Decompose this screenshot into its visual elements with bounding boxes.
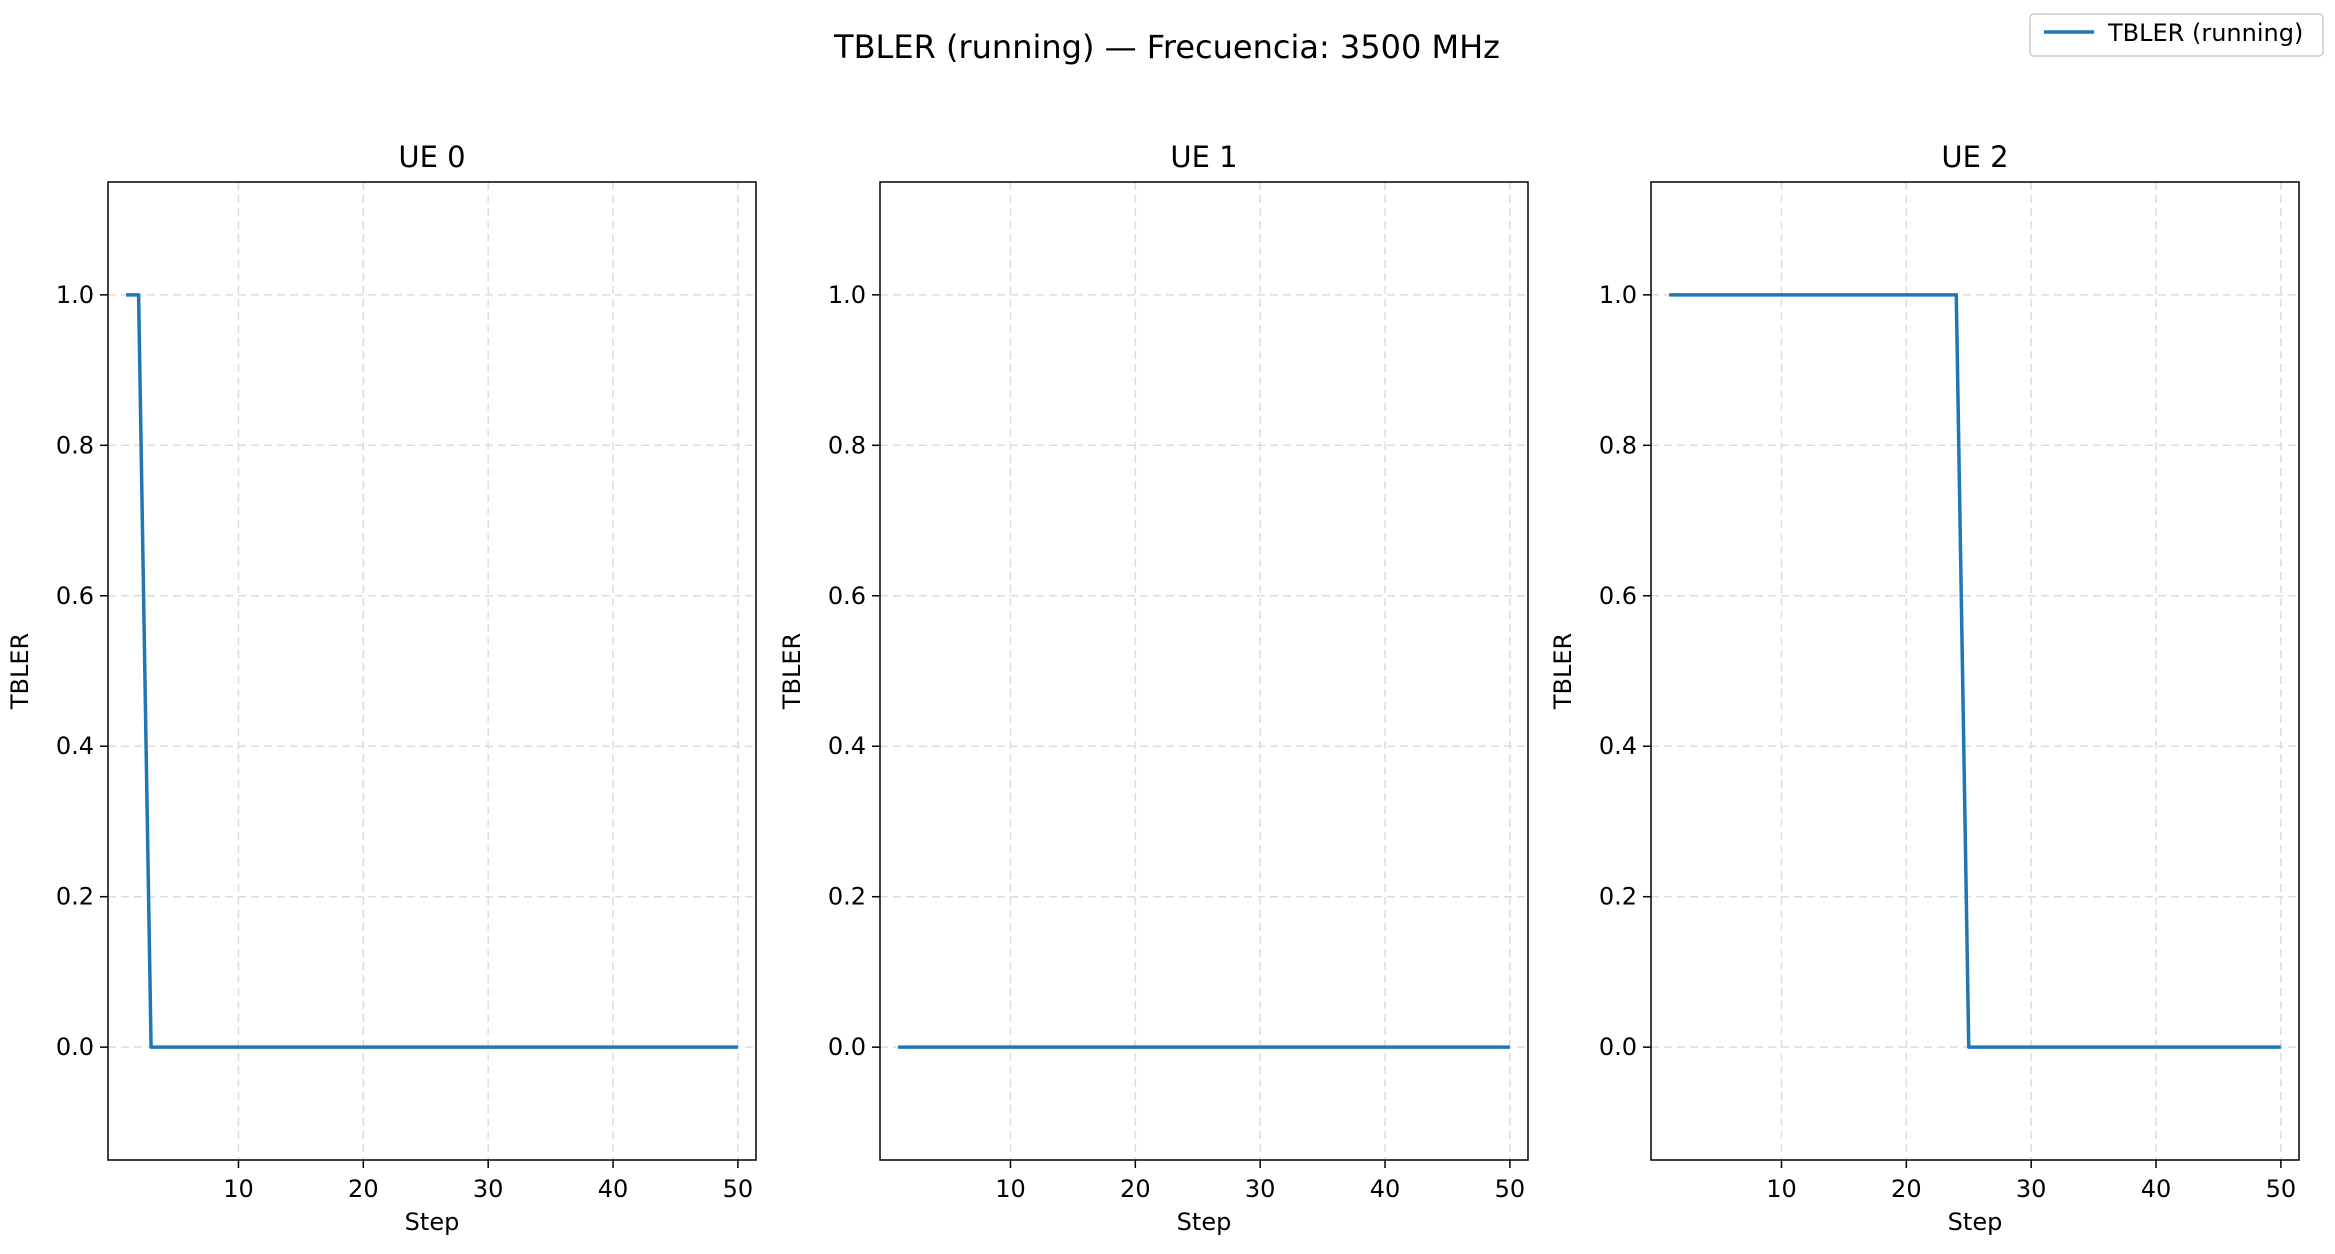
- y-tick-label: 1.0: [1599, 281, 1637, 309]
- subplot-panels: 10 20 30 40 50 0.0 0.2 0.4 0.6 0.8 1.0 UE 0 Step TBLE…: [6, 140, 2300, 1236]
- y-tick-label: 0.4: [828, 732, 866, 760]
- y-tick-label: 0.2: [828, 883, 866, 911]
- axes-frame: [1650, 181, 2300, 1161]
- subplot-ue-2: 10 20 30 40 50 0.0 0.2 0.4 0.6 0.8 1.0 UE 2 Step TBLE…: [1549, 140, 2300, 1236]
- x-tick-label: 50: [2266, 1175, 2297, 1203]
- y-tick-label: 0.4: [1599, 732, 1637, 760]
- figure-suptitle: TBLER (running) — Frecuencia: 3500 MHz: [833, 28, 1500, 66]
- x-tick-label: 10: [223, 1175, 254, 1203]
- x-tick-label: 40: [2141, 1175, 2172, 1203]
- axes-frame: [879, 181, 1529, 1161]
- legend-frame: [2029, 13, 2324, 57]
- panel-title: UE 0: [398, 140, 465, 174]
- subplot-ue-1: 10 20 30 40 50 0.0 0.2 0.4 0.6 0.8 1.0 UE 1 Step TBLE…: [778, 140, 1529, 1236]
- legend-label: TBLER (running): [2107, 19, 2303, 47]
- axes-frame: [107, 181, 757, 1161]
- y-tick-label: 0.8: [56, 431, 94, 459]
- y-tick-label: 0.6: [56, 582, 94, 610]
- x-tick-label: 10: [995, 1175, 1026, 1203]
- x-tick-label: 20: [1120, 1175, 1151, 1203]
- y-axis-label: TBLER: [778, 633, 806, 710]
- x-tick-label: 40: [598, 1175, 629, 1203]
- subplot-ue-0: 10 20 30 40 50 0.0 0.2 0.4 0.6 0.8 1.0 UE 0 Step TBLE…: [6, 140, 757, 1236]
- y-tick-label: 0.8: [1599, 431, 1637, 459]
- x-axis-label: Step: [405, 1208, 460, 1236]
- figure-legend: TBLER (running): [2029, 13, 2324, 57]
- x-tick-label: 30: [1245, 1175, 1276, 1203]
- y-tick-label: 0.0: [1599, 1033, 1637, 1061]
- series-line-tbler-running: [126, 293, 738, 1049]
- x-tick-label: 50: [723, 1175, 754, 1203]
- x-tick-label: 20: [348, 1175, 379, 1203]
- y-tick-label: 0.2: [56, 883, 94, 911]
- x-tick-label: 30: [2016, 1175, 2047, 1203]
- y-tick-label: 0.0: [828, 1033, 866, 1061]
- panel-title: UE 1: [1170, 140, 1237, 174]
- y-axis-label: TBLER: [1549, 633, 1577, 710]
- x-axis-label: Step: [1948, 1208, 2003, 1236]
- x-tick-label: 20: [1891, 1175, 1922, 1203]
- x-tick-label: 40: [1370, 1175, 1401, 1203]
- y-tick-label: 0.2: [1599, 883, 1637, 911]
- y-tick-label: 0.8: [828, 431, 866, 459]
- y-tick-label: 0.6: [828, 582, 866, 610]
- x-axis-label: Step: [1177, 1208, 1232, 1236]
- y-tick-label: 0.4: [56, 732, 94, 760]
- x-tick-label: 50: [1495, 1175, 1526, 1203]
- y-axis-label: TBLER: [6, 633, 34, 710]
- x-tick-label: 30: [473, 1175, 504, 1203]
- y-tick-label: 1.0: [56, 281, 94, 309]
- x-tick-label: 10: [1766, 1175, 1797, 1203]
- panel-title: UE 2: [1941, 140, 2008, 174]
- y-tick-label: 0.0: [56, 1033, 94, 1061]
- y-tick-label: 0.6: [1599, 582, 1637, 610]
- y-tick-label: 1.0: [828, 281, 866, 309]
- series-line-tbler-running: [1669, 293, 2281, 1049]
